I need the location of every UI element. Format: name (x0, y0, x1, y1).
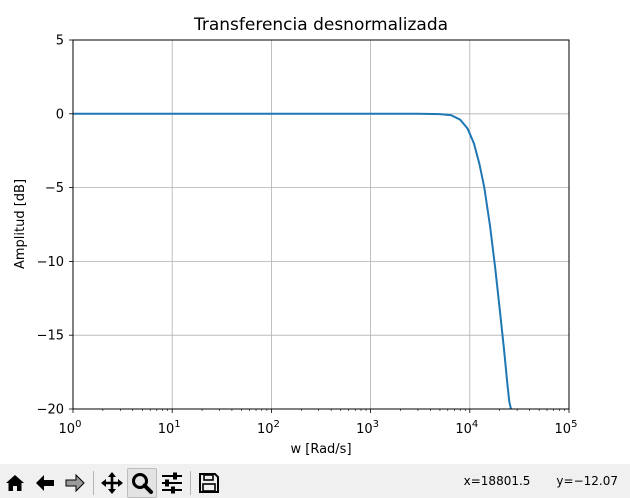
zoom-button[interactable] (127, 468, 157, 498)
cursor-coordinates: x=18801.5 y=−12.07 (464, 474, 618, 488)
home-icon (6, 475, 24, 491)
configure-subplots-button[interactable] (157, 468, 187, 498)
x-tick-label: 104 (455, 419, 478, 437)
y-axis-label: Amplitud [dB] (13, 179, 28, 269)
arrow-left-icon (36, 475, 54, 491)
x-tick-label: 103 (356, 419, 379, 437)
x-tick-label: 100 (59, 419, 82, 437)
sliders-icon (162, 472, 182, 494)
forward-button[interactable] (60, 468, 90, 498)
series-layer (73, 112, 512, 409)
axis-ticks: 100 101 102 103 104 105 5 0 −5 −10 −15 −20 (37, 34, 578, 438)
series-line (73, 112, 512, 409)
y-tick-label: −5 (45, 181, 64, 196)
y-coordinate-readout: y=−12.07 (556, 474, 618, 488)
save-button[interactable] (194, 468, 224, 498)
navigation-toolbar (0, 464, 630, 498)
y-tick-label: −20 (37, 403, 64, 418)
back-button[interactable] (30, 468, 60, 498)
toolbar-separator (93, 471, 94, 495)
plot-frame (72, 39, 570, 410)
y-tick-label: −15 (37, 329, 64, 344)
arrow-right-icon (65, 473, 85, 493)
move-icon (101, 472, 123, 494)
x-coordinate-readout: x=18801.5 (463, 474, 531, 488)
plot-background (73, 40, 569, 409)
x-tick-label: 101 (158, 419, 181, 437)
x-tick-label: 102 (257, 419, 280, 437)
pan-button[interactable] (97, 468, 127, 498)
y-tick-label: 5 (56, 34, 64, 49)
magnifier-icon (132, 473, 153, 494)
chart-title: Transferencia desnormalizada (193, 15, 448, 35)
toolbar-separator (190, 471, 191, 495)
x-axis-label: w [Rad/s] (290, 442, 351, 457)
y-tick-label: −10 (37, 255, 64, 270)
figure-canvas[interactable]: 100 101 102 103 104 105 5 0 −5 −10 −15 −20 Transfer… (0, 0, 630, 464)
y-tick-label: 0 (56, 107, 64, 122)
floppy-disk-icon (199, 473, 219, 493)
x-tick-label: 105 (555, 419, 578, 437)
home-button[interactable] (0, 468, 30, 498)
